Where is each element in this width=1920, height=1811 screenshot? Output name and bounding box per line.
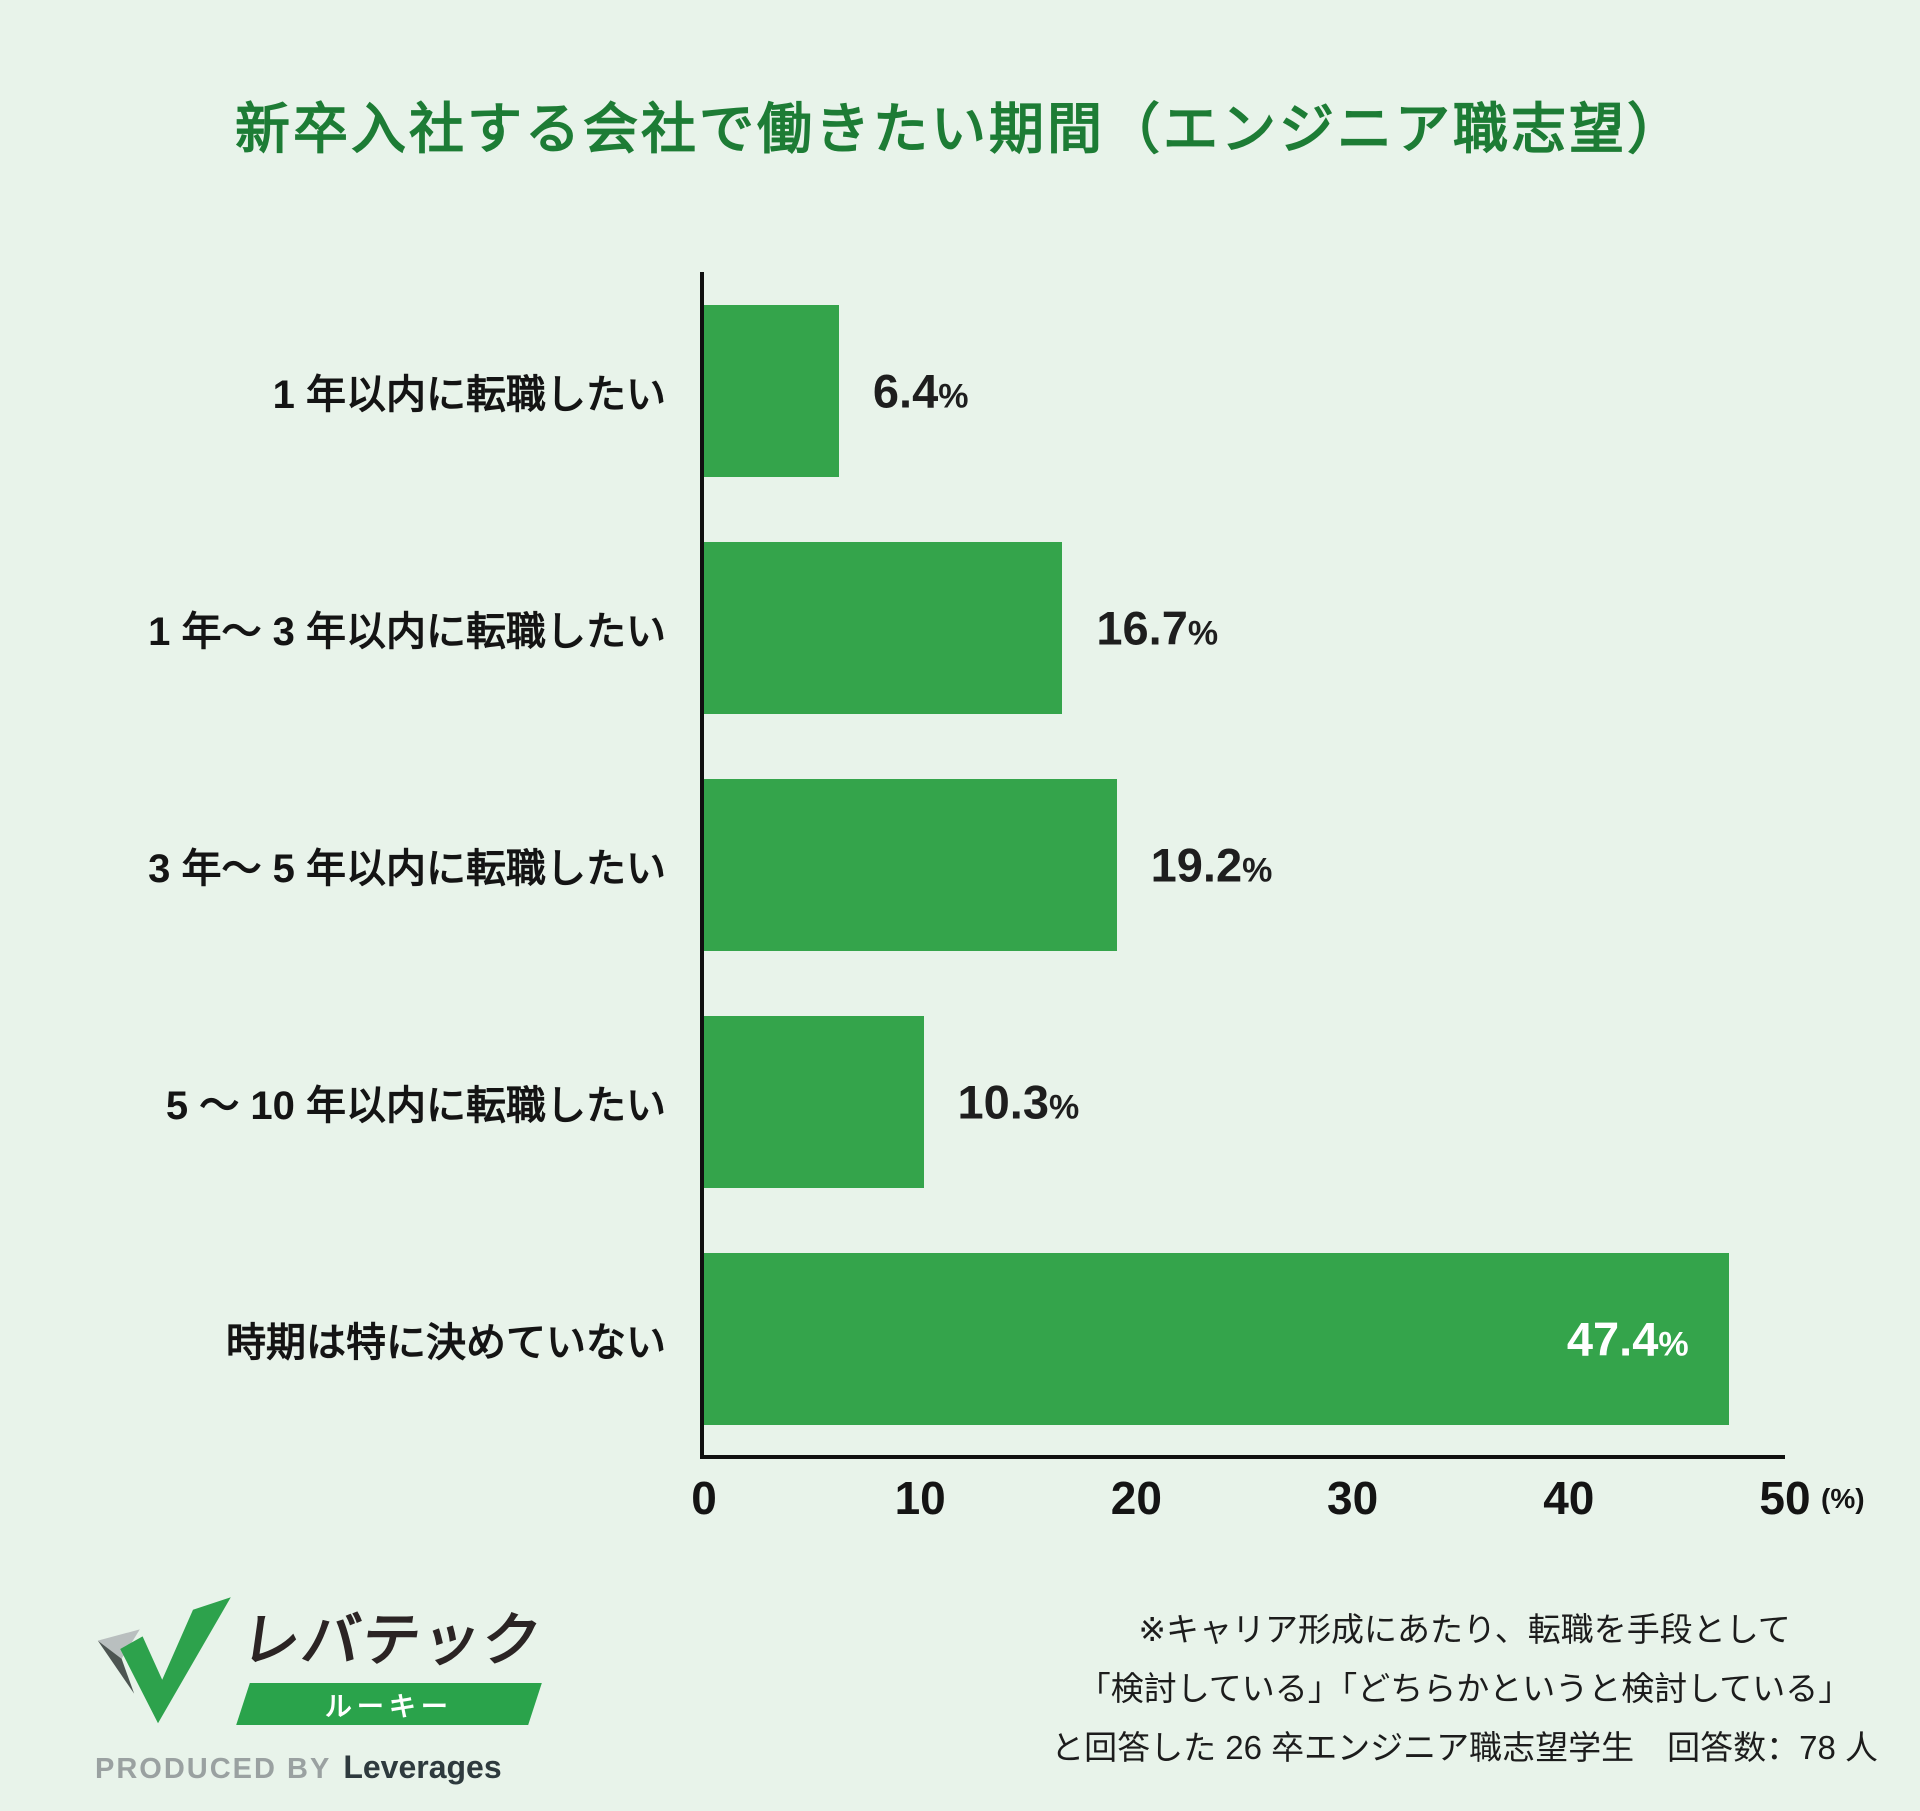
x-tick: 30	[1327, 1472, 1379, 1524]
company-name: Leverages	[343, 1749, 502, 1785]
brand-name: レバテック	[237, 1608, 547, 1673]
value-label: 6.4%	[873, 363, 969, 418]
bar	[700, 1015, 924, 1188]
bar-track: 10.3%	[700, 1015, 1785, 1188]
x-axis-ticks: 0 10 20 30 40 50 (%)	[691, 1457, 1864, 1557]
logo-texts: レバテック ルーキー	[236, 1593, 547, 1725]
bar-track: 16.7%	[700, 541, 1785, 714]
x-tick: 20	[1110, 1472, 1162, 1524]
bar-row: 時期は特に決めていない 47.4%	[100, 1220, 1785, 1457]
value-number: 6.4	[872, 364, 939, 417]
value-label: 19.2%	[1151, 837, 1273, 892]
rookie-banner: ルーキー	[236, 1683, 542, 1725]
x-tick: 50	[1759, 1472, 1811, 1524]
x-tick: 0	[691, 1472, 717, 1524]
value-label: 16.7%	[1096, 600, 1218, 655]
percent-sign: %	[1242, 851, 1273, 889]
y-axis	[700, 272, 704, 1457]
value-number: 19.2	[1150, 838, 1243, 891]
note-line-1: ※キャリア形成にあたり、転職を手段として	[1138, 1611, 1791, 1649]
bar	[700, 1252, 1729, 1425]
chart-title: 新卒入社する会社で働きたい期間（エンジニア職志望）	[234, 98, 1685, 160]
x-tick: 10	[894, 1472, 946, 1524]
bar-chart: 1 年以内に転職したい 6.4% 1 年～ 3 年以内に転職したい 16.7% …	[100, 272, 1865, 1557]
bar	[700, 304, 839, 477]
bar-row: 3 年～ 5 年以内に転職したい 19.2%	[100, 746, 1785, 983]
bar-row: 1 年～ 3 年以内に転職したい 16.7%	[100, 509, 1785, 746]
percent-sign: %	[1658, 1325, 1689, 1363]
produced-by-line: PRODUCED BY Leverages	[95, 1749, 565, 1786]
bar-track: 6.4%	[700, 304, 1785, 477]
value-number: 47.4	[1566, 1312, 1659, 1365]
category-label: 5 ～ 10 年以内に転職したい	[165, 1083, 666, 1128]
bar-row: 1 年以内に転職したい 6.4%	[100, 272, 1785, 509]
value-label: 10.3%	[958, 1074, 1080, 1129]
category-label: 1 年～ 3 年以内に転職したい	[148, 609, 666, 654]
rookie-label: ルーキー	[325, 1691, 453, 1722]
note-line-2: 「検討している」「どちらかというと検討している」	[1077, 1670, 1852, 1708]
footer: レバテック ルーキー PRODUCED BY Leverages ※キャリア形成に…	[95, 1593, 1878, 1786]
percent-sign: %	[938, 377, 969, 415]
bar	[700, 541, 1063, 714]
bar-row: 5 ～ 10 年以内に転職したい 10.3%	[100, 983, 1785, 1220]
x-tick: 40	[1543, 1472, 1595, 1524]
value-label: 47.4%	[1567, 1311, 1689, 1366]
x-axis-unit: (%)	[1821, 1483, 1865, 1514]
category-label: 3 年～ 5 年以内に転職したい	[148, 846, 666, 891]
survey-note: ※キャリア形成にあたり、転職を手段として 「検討している」「どちらかというと検討…	[1051, 1601, 1878, 1777]
bar-track: 47.4%	[700, 1252, 1785, 1425]
bar	[700, 778, 1117, 951]
levtech-rookie-logo: レバテック ルーキー PRODUCED BY Leverages	[95, 1593, 565, 1786]
logo-top: レバテック ルーキー	[95, 1593, 565, 1733]
checkmark-icon	[97, 1597, 231, 1724]
category-label: 1 年以内に転職したい	[272, 372, 666, 417]
x-axis	[700, 1455, 1785, 1459]
produced-by-label: PRODUCED BY	[95, 1753, 332, 1785]
note-line-3: と回答した 26 卒エンジニア職志望学生 回答数：78 人	[1051, 1728, 1878, 1766]
bar-track: 19.2%	[700, 778, 1785, 951]
percent-sign: %	[1187, 614, 1219, 652]
category-label: 時期は特に決めていない	[226, 1320, 666, 1365]
percent-sign: %	[1048, 1088, 1080, 1126]
value-number: 16.7	[1096, 601, 1188, 654]
value-number: 10.3	[957, 1075, 1049, 1128]
